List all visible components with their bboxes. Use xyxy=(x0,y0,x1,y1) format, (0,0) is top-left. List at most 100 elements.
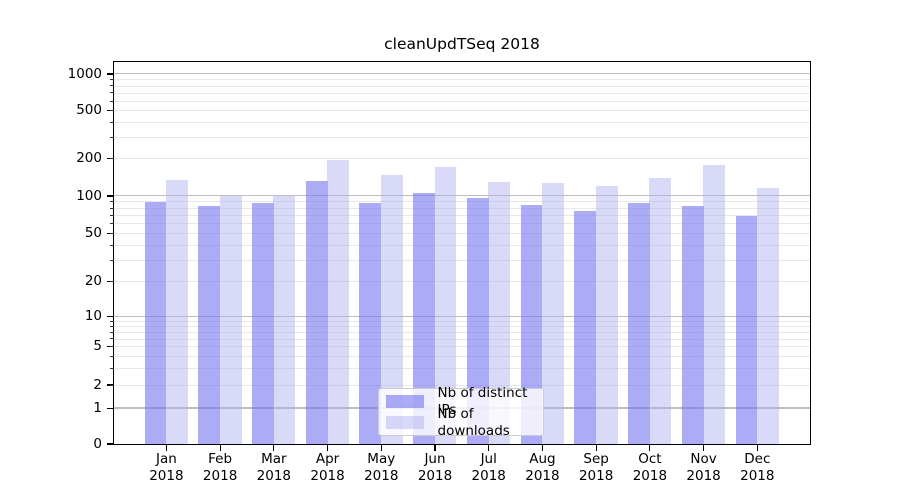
x-axis-tick xyxy=(488,444,490,451)
x-axis-tick xyxy=(165,444,167,451)
x-axis-tick xyxy=(380,444,382,451)
bar-ips-feb xyxy=(198,205,221,444)
y-axis-tick-label: 2 xyxy=(93,376,102,393)
y-axis-minor-tick xyxy=(110,320,114,322)
minor-gridline xyxy=(114,201,810,203)
minor-gridline xyxy=(114,338,810,340)
x-axis-tick-label: Dec 2018 xyxy=(740,451,775,484)
y-axis-tick-label: 0 xyxy=(93,435,102,452)
y-axis-tick-label: 200 xyxy=(76,150,102,167)
legend-label-distinct-ips: Nb of distinct IPs xyxy=(437,384,528,418)
y-axis-minor-tick xyxy=(110,121,114,123)
minor-gridline xyxy=(114,207,810,209)
x-axis-tick-label: Nov 2018 xyxy=(686,451,721,484)
y-axis-minor-tick xyxy=(110,281,114,283)
minor-gridline xyxy=(114,122,810,124)
y-axis-minor-tick xyxy=(110,259,114,261)
chart-title: cleanUpdTSeq 2018 xyxy=(384,35,540,53)
y-axis-tick-label: 5 xyxy=(93,338,102,355)
minor-gridline xyxy=(114,233,810,235)
bar-downloads-oct xyxy=(649,178,672,444)
y-axis-tick xyxy=(107,73,114,75)
y-axis-minor-tick xyxy=(110,201,114,203)
minor-gridline xyxy=(114,92,810,94)
y-axis-tick-label: 10 xyxy=(84,308,102,325)
bar-ips-may xyxy=(359,203,382,444)
minor-gridline xyxy=(114,223,810,225)
x-axis-tick xyxy=(649,444,651,451)
y-axis-minor-tick xyxy=(110,207,114,209)
x-axis-tick xyxy=(219,444,221,451)
minor-gridline xyxy=(114,85,810,87)
minor-gridline xyxy=(114,214,810,216)
bar-ips-jun xyxy=(413,193,435,444)
y-axis-tick-label: 1 xyxy=(93,399,102,416)
minor-gridline xyxy=(114,346,810,348)
minor-gridline xyxy=(114,321,810,323)
bar-ips-mar xyxy=(252,203,274,444)
bar-downloads-nov xyxy=(703,165,725,444)
legend: Nb of distinct IPs Nb of downloads xyxy=(378,385,544,439)
x-axis-tick-label: Mar 2018 xyxy=(256,451,291,484)
y-axis-minor-tick xyxy=(110,244,114,246)
minor-gridline xyxy=(114,281,810,283)
y-axis-minor-tick xyxy=(110,367,114,369)
legend-swatch-downloads xyxy=(386,415,424,430)
minor-gridline xyxy=(114,244,810,246)
y-axis-tick xyxy=(107,195,114,197)
legend-row-ips: Nb of distinct IPs xyxy=(379,385,543,418)
y-axis-minor-tick xyxy=(110,214,114,216)
x-axis-tick-label: Apr 2018 xyxy=(310,451,345,484)
x-axis-tick xyxy=(326,444,329,451)
y-axis-tick-label: 20 xyxy=(84,273,102,290)
y-axis-minor-tick xyxy=(110,331,114,333)
y-axis-minor-tick xyxy=(110,100,114,102)
x-axis-tick-label: Aug 2018 xyxy=(525,451,560,484)
x-axis-tick xyxy=(273,444,275,451)
y-axis-minor-tick xyxy=(110,346,114,348)
bar-downloads-dec xyxy=(756,187,779,444)
y-axis-minor-tick xyxy=(110,384,114,386)
bar-ips-nov xyxy=(681,205,704,444)
major-gridline xyxy=(114,195,810,197)
y-axis-tick-label: 500 xyxy=(76,102,102,119)
y-axis-tick xyxy=(107,407,114,409)
bar-ips-jul xyxy=(466,197,489,444)
minor-gridline xyxy=(114,158,810,160)
minor-gridline xyxy=(114,260,810,262)
y-axis-minor-tick xyxy=(110,222,114,224)
x-axis-tick xyxy=(703,444,705,451)
x-axis-tick-label: Sep 2018 xyxy=(578,451,614,484)
x-axis-tick-label: Feb 2018 xyxy=(202,451,238,484)
x-axis-tick-label: Jul 2018 xyxy=(471,451,506,484)
x-axis-tick-label: Oct 2018 xyxy=(632,451,668,484)
bar-downloads-aug xyxy=(542,182,564,444)
y-axis-tick xyxy=(107,443,114,445)
major-gridline xyxy=(114,73,810,75)
bar-downloads-jul xyxy=(488,181,511,444)
x-axis-tick xyxy=(541,444,544,451)
y-axis-minor-tick xyxy=(110,92,114,94)
plot-area xyxy=(113,61,811,445)
y-axis-tick-label: 100 xyxy=(76,187,102,204)
bar-downloads-apr xyxy=(327,159,349,444)
minor-gridline xyxy=(114,79,810,81)
x-axis-tick xyxy=(756,444,758,451)
bar-downloads-mar xyxy=(273,195,296,444)
y-axis-tick-label: 1000 xyxy=(67,65,102,82)
legend-row-downloads: Nb of downloads xyxy=(379,406,543,439)
minor-gridline xyxy=(114,100,810,102)
minor-gridline xyxy=(114,137,810,139)
x-axis-tick xyxy=(595,444,597,451)
bar-ips-dec xyxy=(735,215,758,444)
minor-gridline xyxy=(114,326,810,328)
bar-downloads-jan xyxy=(165,180,188,444)
x-axis-tick-label: Jan 2018 xyxy=(149,451,184,484)
minor-gridline xyxy=(114,367,810,369)
y-axis-minor-tick xyxy=(110,232,114,234)
y-axis-minor-tick xyxy=(110,158,114,160)
bar-ips-aug xyxy=(520,205,543,444)
y-axis-minor-tick xyxy=(110,85,114,87)
major-gridline xyxy=(114,315,810,318)
